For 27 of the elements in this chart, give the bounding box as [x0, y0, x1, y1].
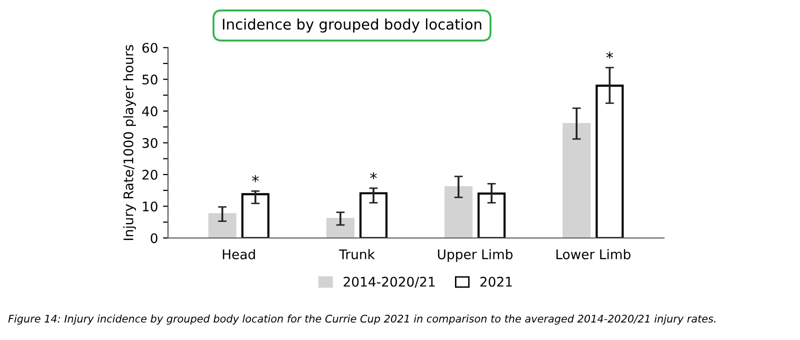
- y-tick-label: 20: [142, 170, 158, 180]
- y-tick-label: 50: [142, 74, 158, 85]
- y-tick-label: 60: [142, 42, 158, 53]
- legend-label: 2014-2020/21: [344, 276, 435, 288]
- bar: [444, 186, 473, 238]
- x-tick-label: Upper Limb: [438, 249, 513, 262]
- x-tick-label: Lower Limb: [556, 249, 630, 260]
- caption: Figure 14: Injury incidence by grouped body location for the Currie Cup 2021 in comparison to the averaged 2014-2020/21 injury rates.: [8, 314, 716, 325]
- y-tick-label: 30: [142, 138, 158, 148]
- bar: [208, 213, 236, 238]
- bar: [326, 218, 354, 238]
- bar: [596, 84, 624, 238]
- chart-title: Incidence by grouped body location: [222, 18, 482, 33]
- bar: [241, 193, 270, 238]
- bar: [562, 123, 591, 238]
- y-tick-label: 10: [142, 201, 158, 212]
- legend-label: 2021: [480, 276, 512, 287]
- y-tick-label: 40: [142, 106, 158, 116]
- annotation: *: [606, 52, 614, 59]
- bar: [478, 192, 506, 238]
- annotation: *: [370, 172, 377, 180]
- bar: [359, 192, 388, 238]
- y-axis-title: Injury Rate/1000 player hours: [123, 44, 136, 240]
- x-tick-label: Head: [222, 249, 255, 260]
- annotation: *: [252, 175, 259, 182]
- y-tick-label: 0: [150, 233, 158, 244]
- x-tick-label: Trunk: [338, 249, 375, 260]
